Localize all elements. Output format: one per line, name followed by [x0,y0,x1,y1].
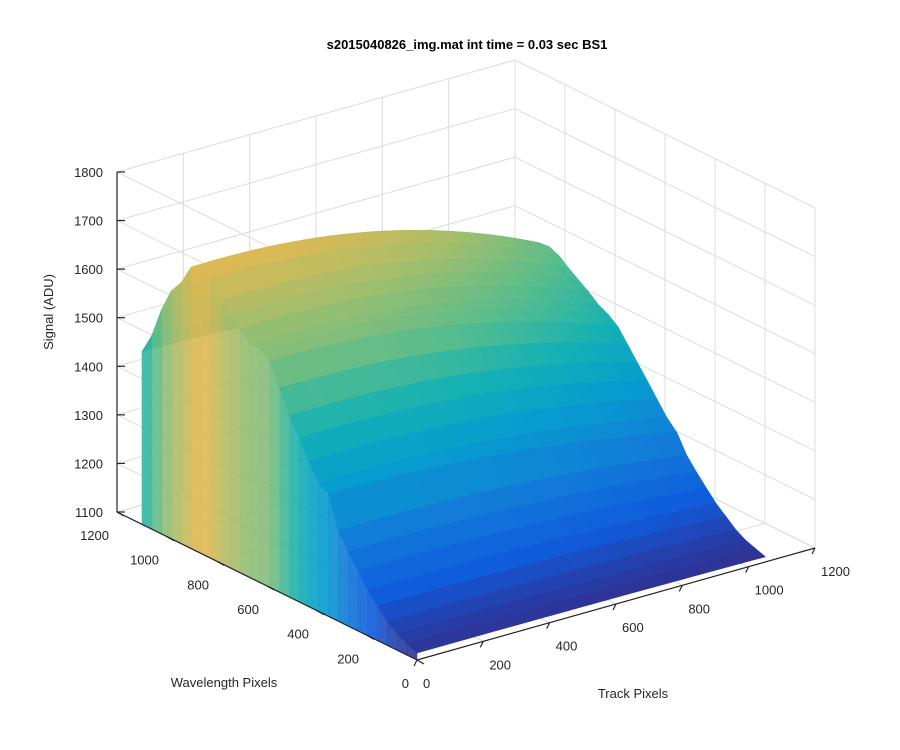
x-axis-label: Track Pixels [598,686,669,701]
x-tick-label: 600 [622,620,644,635]
chart-title: s2015040826_img.mat int time = 0.03 sec … [327,37,608,52]
x-tick-label: 0 [423,676,430,691]
surface-skirt [200,264,212,559]
surface-skirt [190,265,202,554]
y-tick [266,585,275,591]
y-tick-label: 0 [402,676,409,691]
axes [116,171,816,667]
y-tick [116,511,125,517]
x-tick-label: 800 [688,601,710,616]
y-tick [316,610,325,616]
surface-skirt [298,437,310,608]
surface-skirt [249,343,261,583]
x-tick [745,566,750,573]
x-tick [479,641,484,648]
y-tick-label: 600 [237,602,259,617]
z-tick-label: 1200 [74,456,103,471]
surface-skirt [181,266,192,550]
surface-skirt [318,482,329,617]
z-axis-label: Signal (ADU) [41,274,56,350]
y-tick-label: 200 [337,651,359,666]
surface-skirt [220,299,231,569]
x-tick [811,547,816,555]
y-tick-label: 1000 [130,553,159,568]
surface-skirt [279,387,290,598]
x-tick [612,603,617,611]
y-tick [416,659,425,665]
surface-skirt [151,309,162,535]
surface-skirt [239,327,251,579]
surface-skirt [308,461,320,612]
surface-skirt [269,360,280,593]
x-tick [546,622,551,629]
x-tick-label: 200 [489,657,511,672]
y-tick [166,536,175,542]
surface-skirt [141,334,153,530]
y-tick-label: 1200 [80,528,109,543]
surface-skirt [259,348,271,588]
y-axis-label: Wavelength Pixels [171,675,278,690]
surface-skirt [230,313,241,574]
x-tick [678,585,683,592]
z-tick-label: 1500 [74,311,103,326]
z-tick-label: 1100 [75,505,103,520]
x-tick-label: 1000 [755,583,784,598]
surface-skirt [210,278,221,564]
surface [141,229,766,661]
z-tick-label: 1600 [74,262,103,277]
x-tick-label: 400 [556,639,578,654]
y-tick-label: 800 [187,577,209,592]
z-tick-label: 1700 [74,214,103,229]
y-tick [216,560,225,566]
y-tick-label: 400 [287,627,309,642]
tick-labels: 0 200 400 600 800 1000 1200 0 200 400 600 800 1000 12… [74,165,850,691]
z-tick-label: 1300 [74,408,103,423]
surface-skirt [171,281,182,545]
z-tick-label: 1400 [74,359,103,374]
x-tick-label: 1200 [821,564,850,579]
z-tick-label: 1800 [74,165,103,180]
y-tick [366,634,375,640]
x-tick [413,659,418,667]
surface-skirt [288,415,300,603]
surface-skirt [161,290,172,540]
